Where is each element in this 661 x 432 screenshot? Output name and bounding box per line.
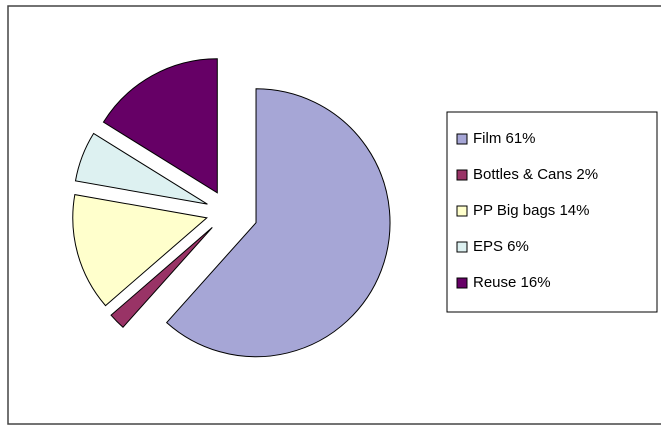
legend-label: Film 61%: [473, 130, 536, 147]
pie-slice: [74, 132, 208, 205]
legend-label: PP Big bags 14%: [473, 202, 589, 219]
pie-slice: [72, 194, 208, 307]
legend-box: [446, 111, 658, 313]
legend-label: Bottles & Cans 2%: [473, 166, 598, 183]
legend-swatch: [456, 241, 468, 253]
legend-swatch: [456, 133, 468, 145]
legend-swatch: [456, 169, 468, 181]
pie-slice: [165, 88, 391, 358]
legend-swatch: [456, 205, 468, 217]
legend-label: Reuse 16%: [473, 274, 551, 291]
legend-label: EPS 6%: [473, 238, 529, 255]
legend-swatch: [456, 277, 468, 289]
pie-slice: [110, 227, 213, 329]
pie-slice: [102, 58, 218, 194]
